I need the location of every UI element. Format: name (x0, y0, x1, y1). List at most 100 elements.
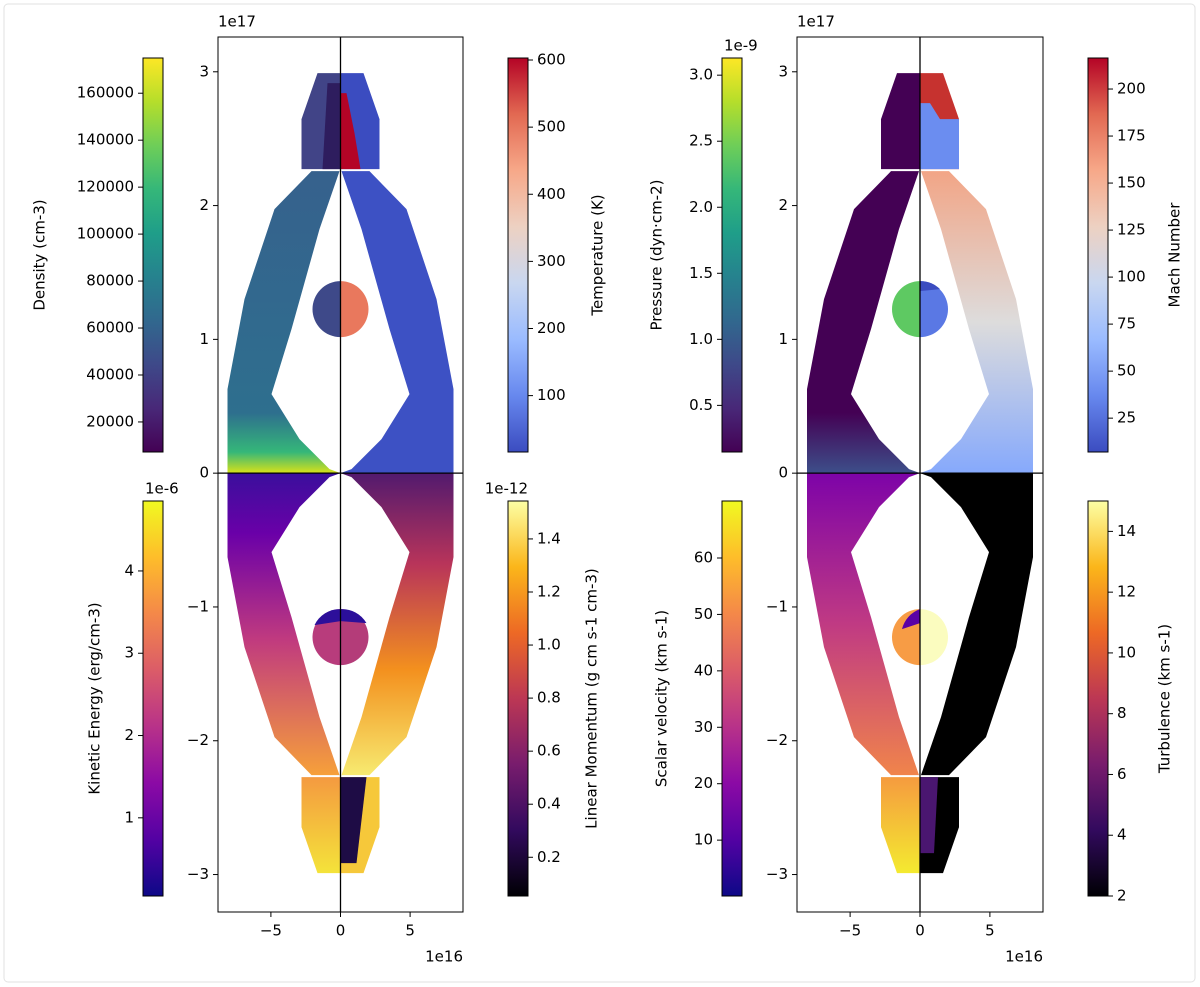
colorbar-tick-label: 300 (537, 252, 566, 270)
colorbar-offset: 1e-12 (485, 480, 528, 498)
y-tick-label: −3 (766, 865, 788, 883)
colorbar-label: Mach Number (1166, 202, 1184, 308)
colorbar-tick-label: 2 (124, 726, 134, 744)
x-tick-label: 5 (985, 922, 995, 940)
colorbar (142, 500, 164, 897)
colorbar-tick-label: 1 (124, 808, 134, 826)
y-tick-label: −3 (187, 865, 209, 883)
x-tick-label: 0 (915, 922, 925, 940)
y-tick-label: 1 (778, 330, 788, 348)
colorbar-tick-label: 4 (124, 561, 134, 579)
field-map (807, 73, 1033, 874)
colorbar (1087, 57, 1109, 453)
colorbar (1087, 500, 1109, 897)
colorbar-tick-label: 120000 (77, 178, 134, 196)
y-tick-label: 1 (199, 330, 209, 348)
colorbar-tick-label: 160000 (77, 84, 134, 102)
y-tick-label: 3 (199, 62, 209, 80)
x-tick-label: −5 (260, 922, 282, 940)
field-map (227, 73, 454, 874)
y-tick-label: −2 (766, 731, 788, 749)
pressure-quadrant (807, 73, 920, 474)
colorbar-tick-label: 20 (694, 774, 713, 792)
scalar-velocity-quadrant (807, 473, 920, 874)
colorbar-tick-label: 100 (1117, 268, 1146, 286)
colorbar-tick-label: 50 (1117, 362, 1136, 380)
colorbar-tick-label: 25 (1117, 409, 1136, 427)
mach-quadrant (920, 73, 1033, 474)
colorbar-tick-label: 1.4 (537, 529, 561, 547)
colorbar-tick-label: 60 (694, 548, 713, 566)
colorbar-tick-label: 125 (1117, 221, 1146, 239)
colorbar-tick-label: 100 (537, 386, 566, 404)
colorbar-tick-label: 0.2 (537, 848, 561, 866)
y-offset-label: 1e17 (218, 13, 256, 31)
colorbar-tick-label: 0.5 (689, 396, 713, 414)
colorbar-tick-label: 200 (1117, 80, 1146, 98)
colorbar-tick-label: 60000 (86, 319, 134, 337)
colorbar-tick-label: 140000 (77, 131, 134, 149)
y-tick-label: 2 (778, 196, 788, 214)
colorbar-tick-label: 14 (1117, 522, 1136, 540)
colorbar-tick-label: 10 (1117, 643, 1136, 661)
linear-momentum-quadrant (340, 473, 454, 874)
x-tick-label: −5 (839, 922, 861, 940)
colorbar-tick-label: 10 (694, 831, 713, 849)
colorbar-tick-label: 3.0 (689, 66, 713, 84)
colorbar-label: Scalar velocity (km s-1) (653, 610, 671, 787)
colorbar-tick-label: 6 (1117, 765, 1127, 783)
colorbar-tick-label: 2.5 (689, 132, 713, 150)
colorbar-tick-label: 1.0 (689, 330, 713, 348)
colorbar-label: Kinetic Energy (erg/cm-3) (86, 602, 104, 794)
colorbar-tick-label: 8 (1117, 704, 1127, 722)
colorbar (142, 57, 164, 453)
temperature-quadrant (340, 73, 454, 474)
colorbar-label: Temperature (K) (589, 194, 607, 316)
colorbar-tick-label: 4 (1117, 826, 1127, 844)
x-offset-label: 1e16 (1005, 948, 1043, 966)
colorbar-label: Turbulence (km s-1) (1156, 624, 1174, 774)
y-tick-label: 0 (778, 464, 788, 482)
colorbar-offset: 1e-9 (724, 37, 758, 55)
colorbar-tick-label: 500 (537, 118, 566, 136)
colorbar-offset: 1e-6 (145, 480, 179, 498)
colorbar-tick-label: 0.4 (537, 795, 561, 813)
colorbar-tick-label: 1.0 (537, 636, 561, 654)
colorbar-tick-label: 3 (124, 644, 134, 662)
x-offset-label: 1e16 (425, 948, 463, 966)
colorbar-tick-label: 400 (537, 185, 566, 203)
colorbar (721, 500, 743, 897)
colorbar-tick-label: 30 (694, 718, 713, 736)
y-tick-label: 3 (778, 62, 788, 80)
colorbar-tick-label: 20000 (86, 412, 134, 430)
kinetic-energy-quadrant (227, 473, 341, 874)
colorbar-tick-label: 600 (537, 51, 566, 69)
colorbar-tick-label: 175 (1117, 127, 1146, 145)
y-tick-label: 0 (199, 464, 209, 482)
colorbar (721, 57, 743, 453)
y-tick-label: 2 (199, 196, 209, 214)
x-tick-label: 0 (336, 922, 346, 940)
colorbar-tick-label: 40000 (86, 365, 134, 383)
x-tick-label: 5 (405, 922, 415, 940)
density-quadrant (227, 73, 341, 474)
turbulence-quadrant (920, 473, 1033, 874)
colorbar-tick-label: 75 (1117, 315, 1136, 333)
y-tick-label: −1 (766, 597, 788, 615)
colorbar (507, 57, 529, 453)
colorbar-tick-label: 1.2 (537, 582, 561, 600)
y-tick-label: −1 (187, 597, 209, 615)
colorbar-tick-label: 2.0 (689, 198, 713, 216)
colorbar-tick-label: 0.6 (537, 742, 561, 760)
colorbar-tick-label: 200 (537, 319, 566, 337)
colorbar-tick-label: 100000 (77, 225, 134, 243)
colorbar-tick-label: 1.5 (689, 264, 713, 282)
colorbar-tick-label: 12 (1117, 583, 1136, 601)
colorbar-tick-label: 2 (1117, 887, 1127, 905)
colorbar-tick-label: 0.8 (537, 689, 561, 707)
y-tick-label: −2 (187, 731, 209, 749)
colorbar-tick-label: 50 (694, 605, 713, 623)
colorbar-tick-label: 40 (694, 661, 713, 679)
colorbar-tick-label: 80000 (86, 272, 134, 290)
